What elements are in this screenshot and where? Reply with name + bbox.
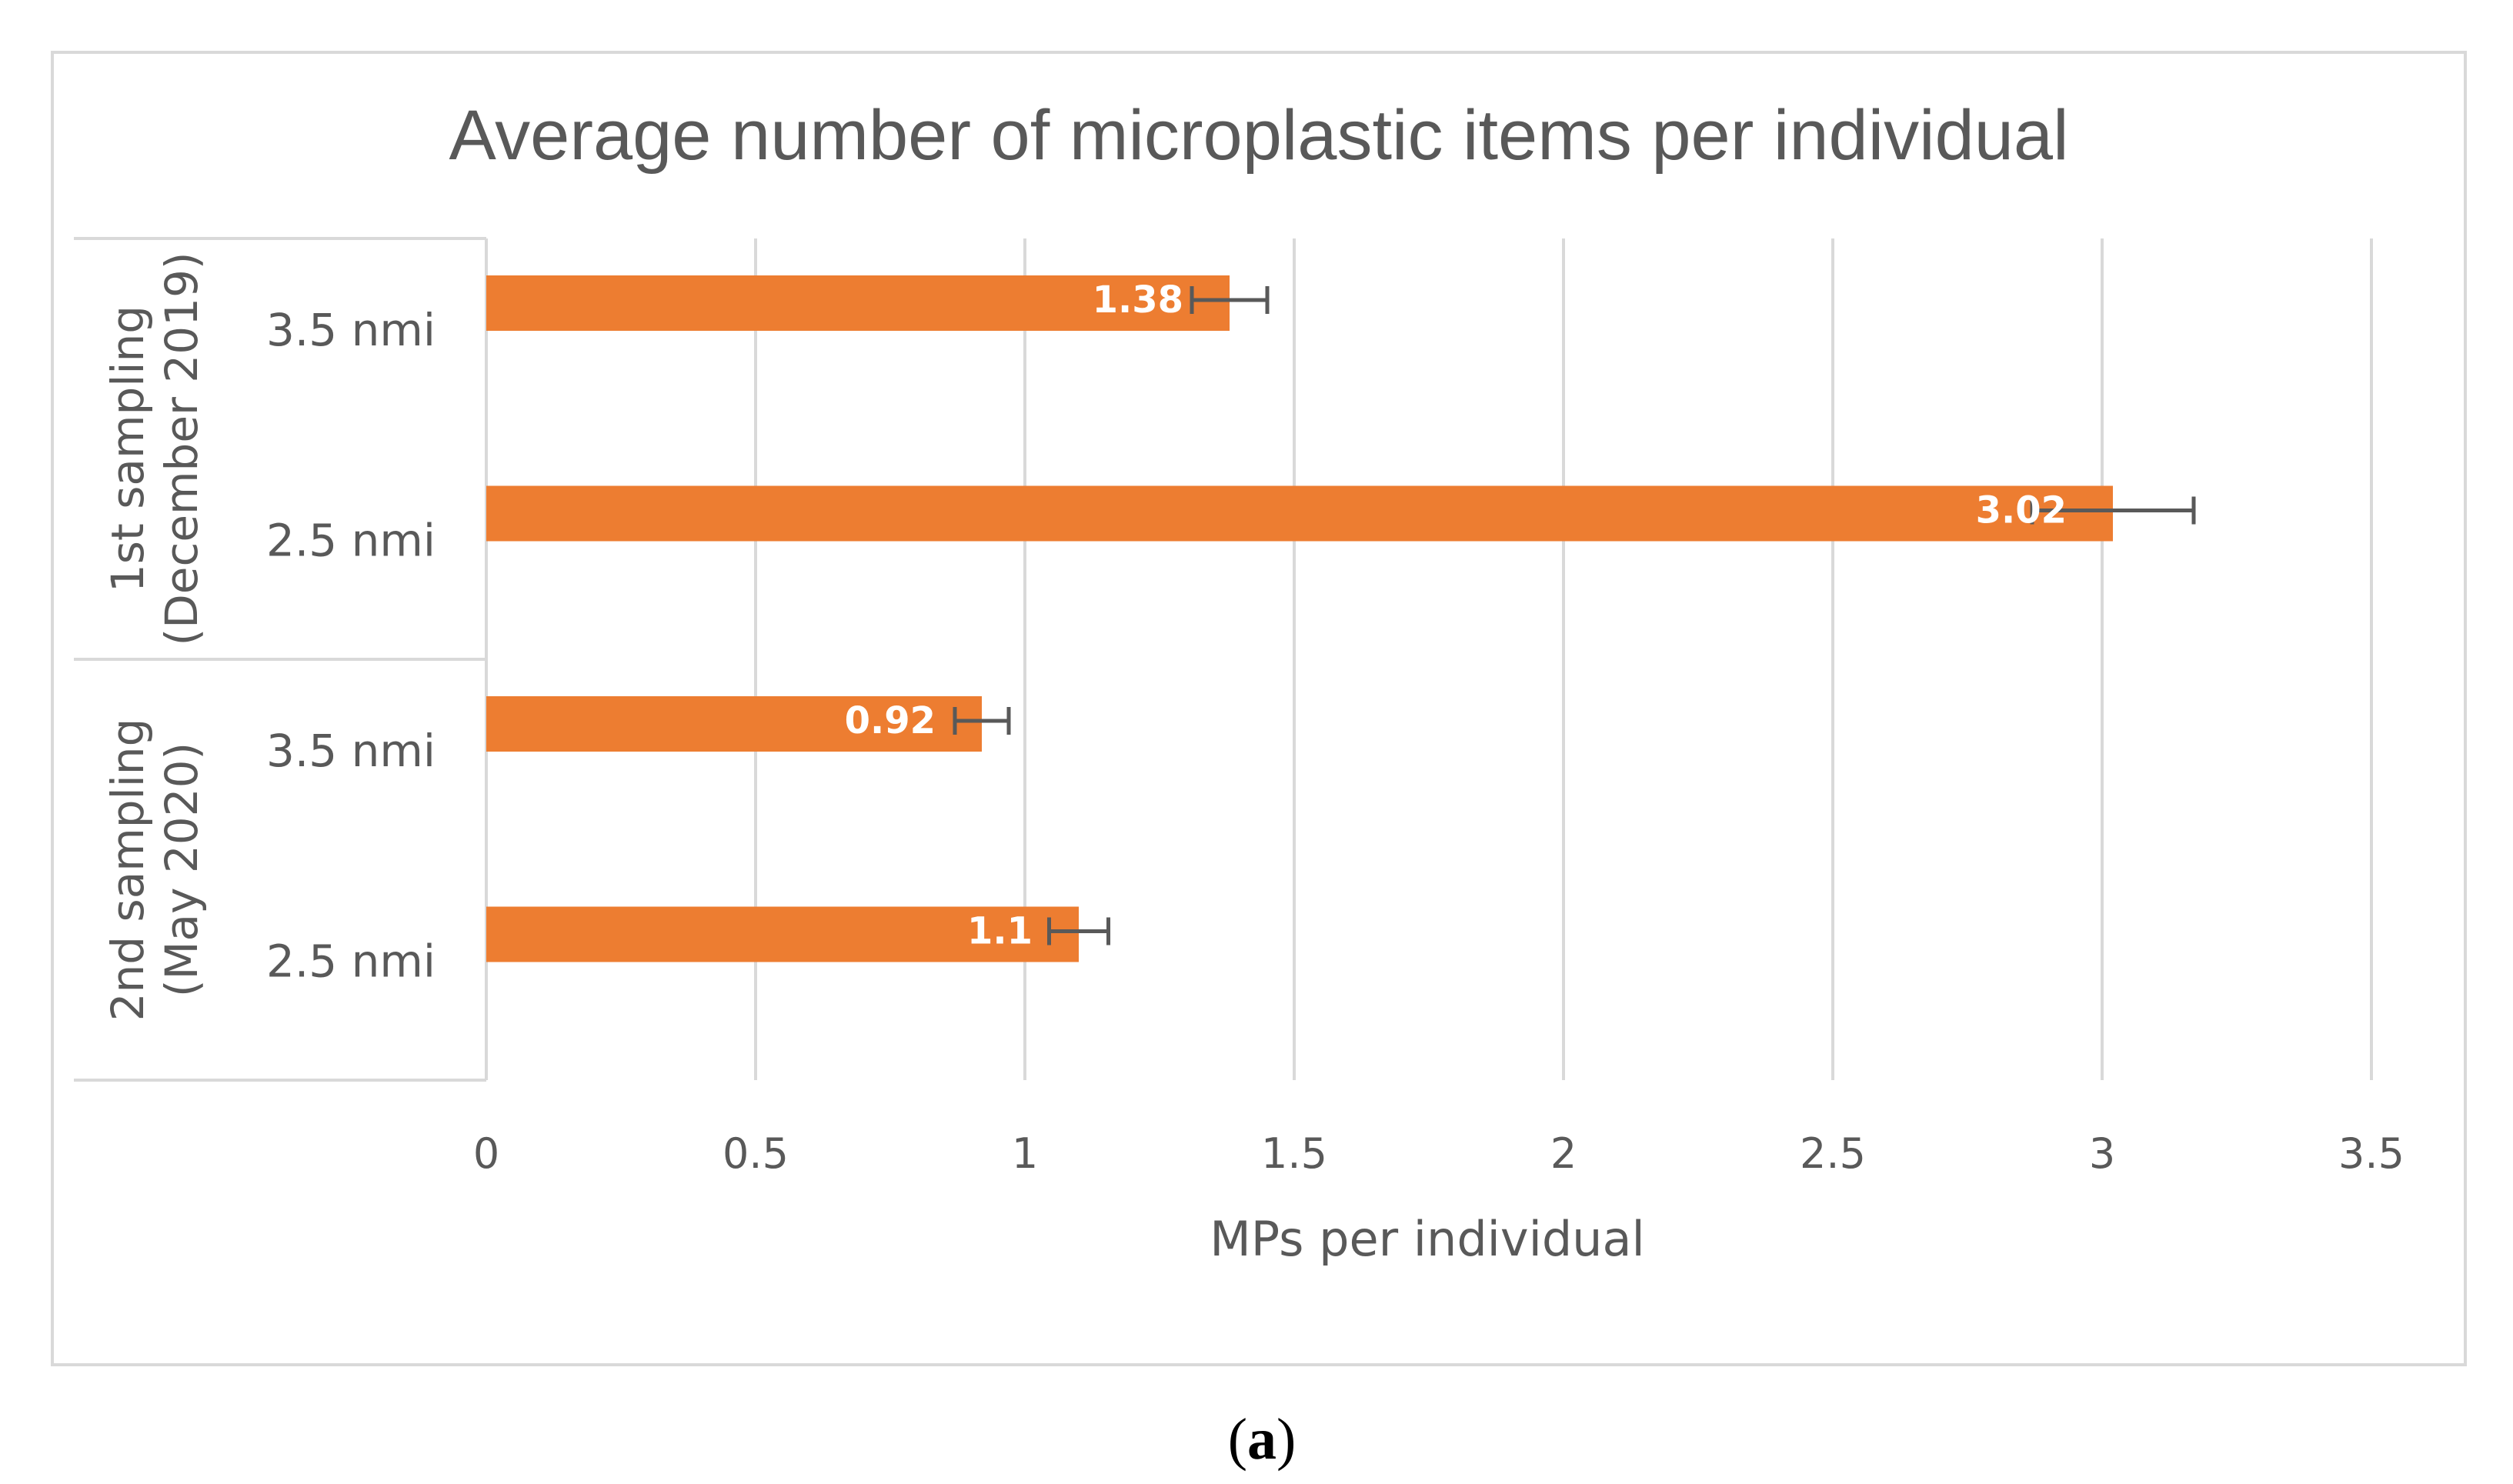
- data-label: 1.38: [1093, 278, 1183, 322]
- x-tick-label: 1: [1012, 1129, 1038, 1178]
- category-label: 2.5 nmi: [266, 515, 436, 567]
- bars: [486, 275, 2113, 962]
- data-labels: 1.38 3.02 0.92 1.1: [845, 278, 2067, 953]
- group-label-1: 1st sampling(December 2019): [102, 252, 208, 645]
- error-bars: [953, 286, 2196, 945]
- x-axis-ticks: 0 0.5 1 1.5 2 2.5 3 3.5: [473, 1129, 2405, 1178]
- group-label-2: 2nd sampling(May 2020): [102, 719, 208, 1022]
- x-tick-label: 0.5: [723, 1129, 789, 1178]
- data-label: 1.1: [967, 910, 1033, 953]
- bar-2-1: [486, 696, 982, 752]
- bar-1-1: [486, 275, 1230, 331]
- caption-letter: a: [1247, 1407, 1277, 1472]
- chart-frame: [51, 51, 2467, 1366]
- caption-open: (: [1228, 1407, 1247, 1472]
- x-tick-label: 3.5: [2338, 1129, 2405, 1178]
- data-label: 3.02: [1976, 489, 2067, 532]
- category-label: 3.5 nmi: [266, 725, 436, 777]
- category-label: 3.5 nmi: [266, 304, 436, 356]
- chart-title: Average number of microplastic items per…: [449, 96, 2068, 175]
- x-tick-label: 1.5: [1261, 1129, 1327, 1178]
- x-tick-label: 2.5: [1800, 1129, 1866, 1178]
- bar-1-2: [486, 485, 2113, 542]
- data-label: 0.92: [845, 699, 936, 742]
- figure-caption: (a): [1228, 1407, 1297, 1472]
- category-label: 2.5 nmi: [266, 935, 436, 988]
- x-tick-label: 2: [1550, 1129, 1577, 1178]
- group-label-line1: 1st sampling: [102, 305, 154, 592]
- x-tick-label: 0: [473, 1129, 499, 1178]
- caption-close: ): [1277, 1407, 1296, 1472]
- bar-2-2: [486, 906, 1079, 962]
- group-label-line1: 2nd sampling: [102, 719, 154, 1022]
- x-axis-title: MPs per individual: [1210, 1211, 1644, 1267]
- group-label-line2: (May 2020): [155, 742, 208, 997]
- group-label-line2: (December 2019): [155, 252, 208, 645]
- x-tick-label: 3: [2089, 1129, 2115, 1178]
- category-axis: 1st sampling(December 2019) 3.5 nmi 2.5 nm…: [74, 237, 488, 1082]
